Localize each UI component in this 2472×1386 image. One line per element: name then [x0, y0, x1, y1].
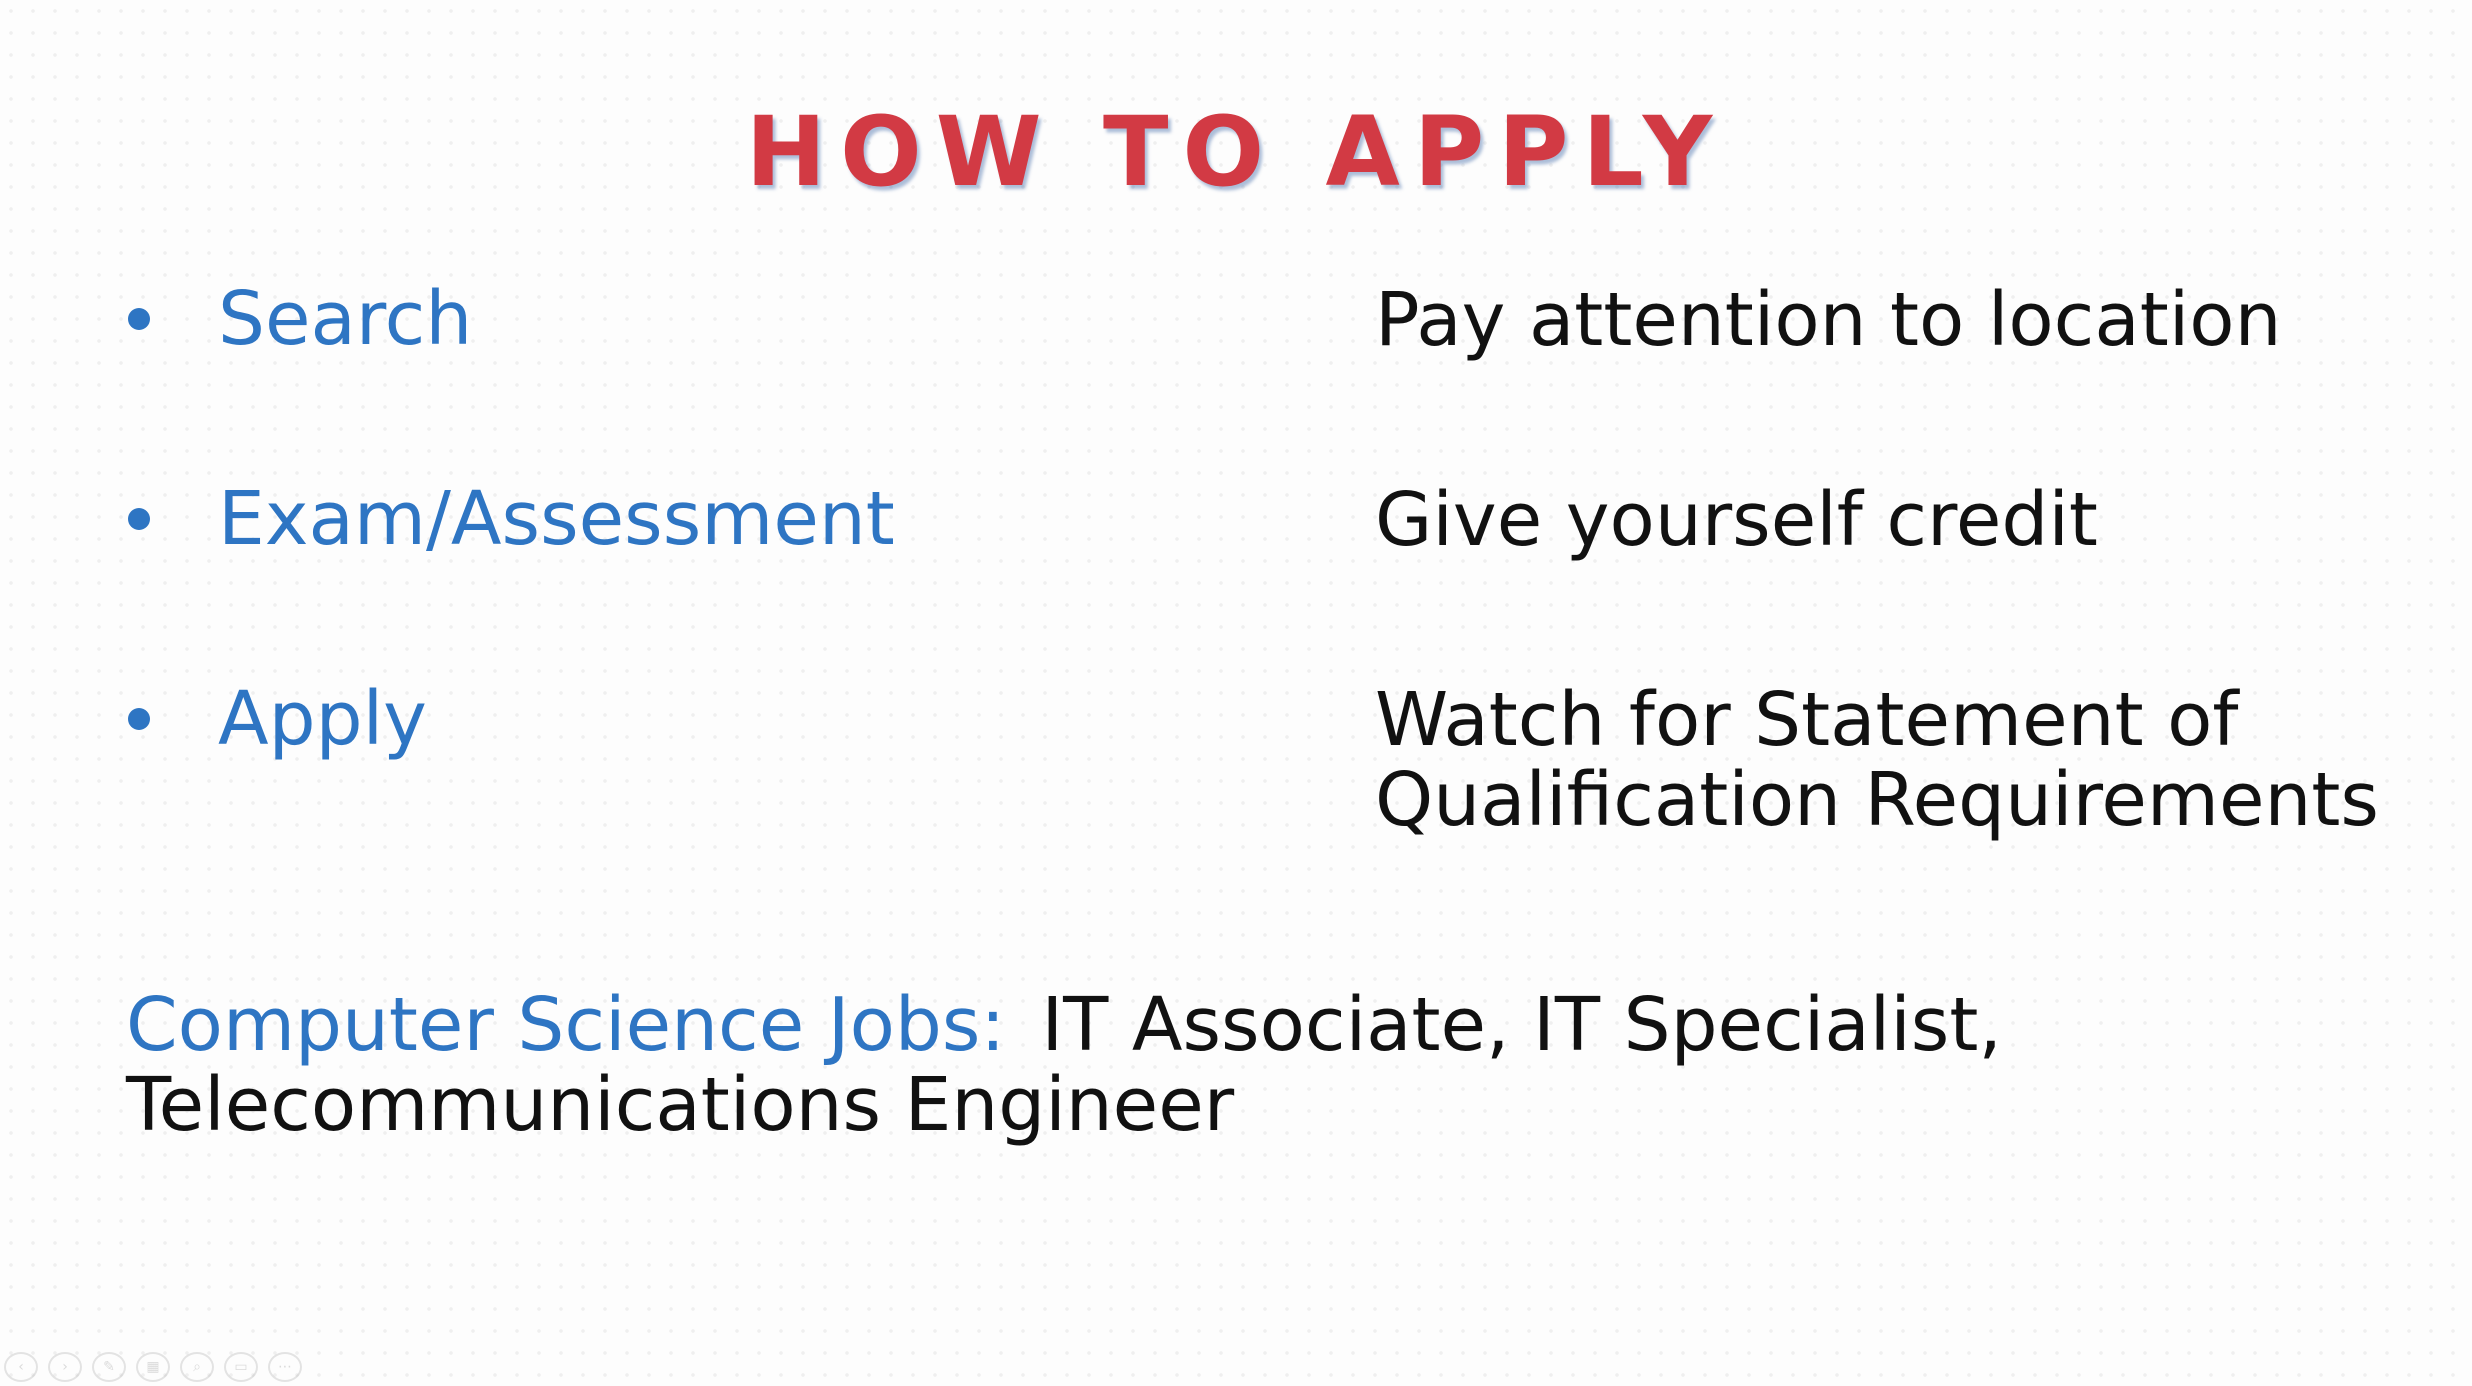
slides-grid-icon[interactable]: ▦: [136, 1352, 170, 1382]
step-note-exam-assessment: Give yourself credit: [1375, 480, 2098, 560]
step-label: Search: [218, 276, 473, 362]
subtitles-icon[interactable]: ▭: [224, 1352, 258, 1382]
step-label: Apply: [218, 676, 427, 762]
slide-title: HOW TO APPLY: [745, 96, 1727, 208]
bullet-icon: [128, 308, 150, 330]
pen-icon[interactable]: ✎: [92, 1352, 126, 1382]
jobs-label: Computer Science Jobs:: [126, 982, 1006, 1068]
step-item-exam-assessment: Exam/Assessment: [0, 474, 1200, 564]
step-note-apply: Watch for Statement of Qualification Req…: [1375, 680, 2379, 840]
step-item-apply: Apply: [0, 674, 1200, 764]
jobs-list-part-2: Telecommunications Engineer: [126, 1062, 1235, 1148]
more-options-icon[interactable]: ⋯: [268, 1352, 302, 1382]
bullet-icon: [128, 708, 150, 730]
step-note-line: Watch for Statement of: [1375, 677, 2239, 763]
step-note-line: Qualification Requirements: [1375, 757, 2379, 843]
computer-science-jobs: Computer Science Jobs: IT Associate, IT S…: [126, 985, 2002, 1145]
previous-slide-icon[interactable]: ‹: [4, 1352, 38, 1382]
step-note-search: Pay attention to location: [1375, 280, 2281, 360]
slideshow-toolbar: ‹ › ✎ ▦ ⌕ ▭ ⋯: [4, 1352, 302, 1382]
next-slide-icon[interactable]: ›: [48, 1352, 82, 1382]
bullet-icon: [128, 508, 150, 530]
step-item-search: Search: [0, 274, 1200, 364]
step-note-line: Give yourself credit: [1375, 477, 2098, 563]
jobs-list-part-1: IT Associate, IT Specialist,: [1041, 982, 2002, 1068]
zoom-icon[interactable]: ⌕: [180, 1352, 214, 1382]
jobs-line-1: Computer Science Jobs: IT Associate, IT S…: [126, 985, 2002, 1065]
step-label: Exam/Assessment: [218, 476, 895, 562]
step-note-line: Pay attention to location: [1375, 277, 2282, 363]
